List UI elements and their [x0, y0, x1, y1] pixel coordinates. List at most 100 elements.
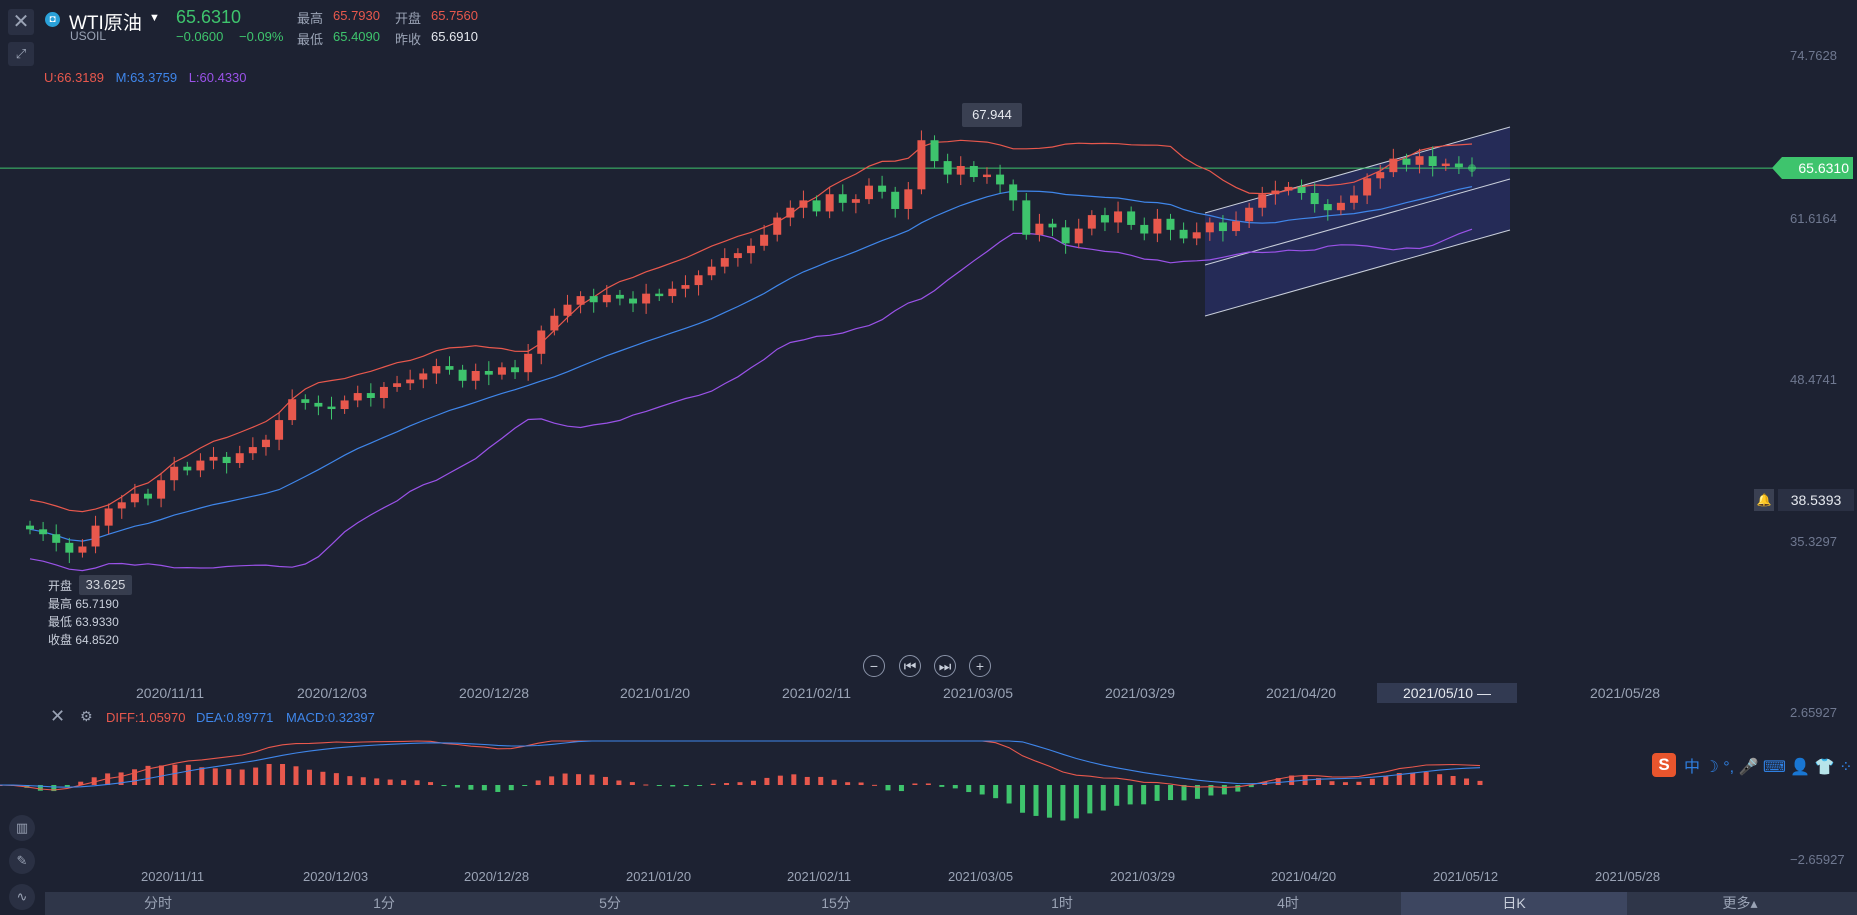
tf-1h[interactable]: 1时 [1051, 895, 1073, 911]
tf-tick[interactable]: 分时 [144, 895, 172, 911]
candle-body [1153, 218, 1162, 234]
candle-body [851, 199, 860, 203]
candle-body [891, 191, 900, 209]
ime-toolbar[interactable]: 中 ☽ °, 🎤 ⌨ 👤 👕 ⁘ [1684, 759, 1853, 776]
candle-body [602, 294, 611, 303]
prev-close-value: 65.6910 [431, 29, 478, 44]
macd-histogram-bar [51, 785, 57, 792]
macd-histogram-bar [993, 785, 999, 799]
draw-pencil-icon[interactable]: ✎ [9, 848, 35, 874]
candle-body [1100, 215, 1109, 223]
peak-price-label: 67.944 [962, 103, 1022, 127]
macd-dea-line [0, 740, 1481, 788]
price-axis-label: 35.3297 [1790, 534, 1837, 549]
candle-body [511, 367, 520, 373]
macd-axis-bottom: −2.65927 [1790, 852, 1845, 867]
macd-histogram-bar [1477, 780, 1483, 785]
open-label: 开盘 [395, 11, 422, 26]
jump-end-button[interactable]: ⏭ [934, 655, 956, 677]
macd-histogram-bar [737, 782, 743, 785]
open-value: 65.7560 [431, 8, 478, 23]
candle-body [39, 529, 48, 535]
channel-mid-line [1204, 178, 1511, 266]
boll-mid-line [29, 186, 1473, 542]
macd-settings-icon[interactable]: ⚙ [80, 708, 93, 724]
candle-body [1166, 218, 1175, 230]
ohlc-value: 64.8520 [75, 633, 119, 647]
tf-daily[interactable]: 日K [1401, 892, 1627, 915]
macd-histogram-bar [925, 783, 931, 785]
macd-histogram-bar [468, 785, 474, 790]
macd-histogram-bar [562, 773, 568, 785]
sogou-ime-icon[interactable]: S [1652, 753, 1676, 777]
macd-histogram-bar [1046, 785, 1052, 818]
candle-body [799, 200, 808, 208]
symbol-dropdown-caret-icon[interactable]: ▼ [149, 12, 160, 24]
macd-histogram-bar [1235, 785, 1241, 792]
symbol-name[interactable]: WTI原油 [69, 13, 142, 34]
candle-body [563, 304, 572, 316]
candle-body [1454, 163, 1463, 168]
macd-histogram-bar [1154, 785, 1160, 801]
boll-mid: M:63.3759 [115, 70, 178, 85]
macd-histogram-bar [1087, 785, 1093, 814]
candle-body [471, 370, 480, 381]
candle-body [1441, 163, 1450, 167]
line-tool-icon[interactable]: ∿ [9, 884, 35, 910]
macd-histogram-bar [414, 780, 420, 785]
candle-body [1061, 227, 1070, 244]
low-label: 最低 [297, 32, 324, 47]
zoom-in-button[interactable]: + [969, 655, 991, 677]
last-price-dot [1468, 164, 1476, 173]
jump-start-button[interactable]: ⏮ [899, 655, 921, 677]
candle-body [760, 234, 769, 246]
ohlc-close: 收盘 64.8520 [48, 631, 119, 648]
candle-body [1218, 222, 1227, 232]
macd-date-label: 2020/12/03 [303, 869, 369, 884]
candle-body [261, 439, 270, 448]
macd-chart[interactable] [0, 720, 1857, 860]
candlestick-chart[interactable] [0, 0, 1857, 660]
tf-1m[interactable]: 1分 [373, 895, 395, 911]
macd-histogram-bar [253, 767, 259, 785]
indicator-icon[interactable]: ▥ [9, 815, 35, 841]
macd-histogram-bar [831, 779, 837, 785]
tf-5m[interactable]: 5分 [599, 895, 621, 911]
tf-15m[interactable]: 15分 [821, 895, 851, 911]
candle-body [694, 275, 703, 286]
macd-histogram-bar [966, 785, 972, 793]
candle-body [327, 406, 336, 410]
candle-body [445, 366, 454, 370]
alert-price[interactable]: 38.5393 [1778, 489, 1854, 511]
channel-bottom-line [1204, 229, 1511, 317]
candle-body [379, 386, 388, 398]
date-axis-label: 2021/03/05 [943, 685, 1014, 701]
candle-body [235, 453, 244, 464]
macd-histogram-bar [1383, 776, 1389, 785]
macd-histogram-bar [656, 785, 662, 786]
date-axis-label: 2021/04/20 [1266, 685, 1337, 701]
alert-bell-icon[interactable]: 🔔 [1754, 489, 1774, 511]
macd-histogram-bar [481, 785, 487, 791]
macd-histogram-bar [629, 782, 635, 785]
macd-histogram-bar [387, 779, 393, 785]
macd-histogram-bar [1369, 778, 1375, 785]
pin-icon[interactable]: ⤢ [8, 42, 34, 66]
macd-histogram-bar [616, 780, 622, 785]
macd-histogram-bar [374, 778, 380, 785]
macd-histogram-bar [764, 777, 770, 785]
close-chart-button[interactable]: ✕ [8, 9, 34, 35]
macd-histogram-bar [1033, 785, 1039, 816]
candle-body [668, 288, 677, 297]
candle-body [707, 266, 716, 276]
boll-upper: U:66.3189 [44, 70, 104, 85]
candle-body [720, 258, 729, 267]
zoom-out-button[interactable]: − [863, 655, 885, 677]
candle-body [497, 367, 506, 375]
macd-histogram-bar [818, 776, 824, 785]
close-macd-icon[interactable]: ✕ [50, 706, 66, 726]
tf-4h[interactable]: 4时 [1277, 895, 1299, 911]
tf-more[interactable]: 更多▴ [1722, 895, 1758, 911]
macd-histogram-bar [1127, 785, 1133, 805]
macd-histogram-bar [266, 763, 272, 785]
